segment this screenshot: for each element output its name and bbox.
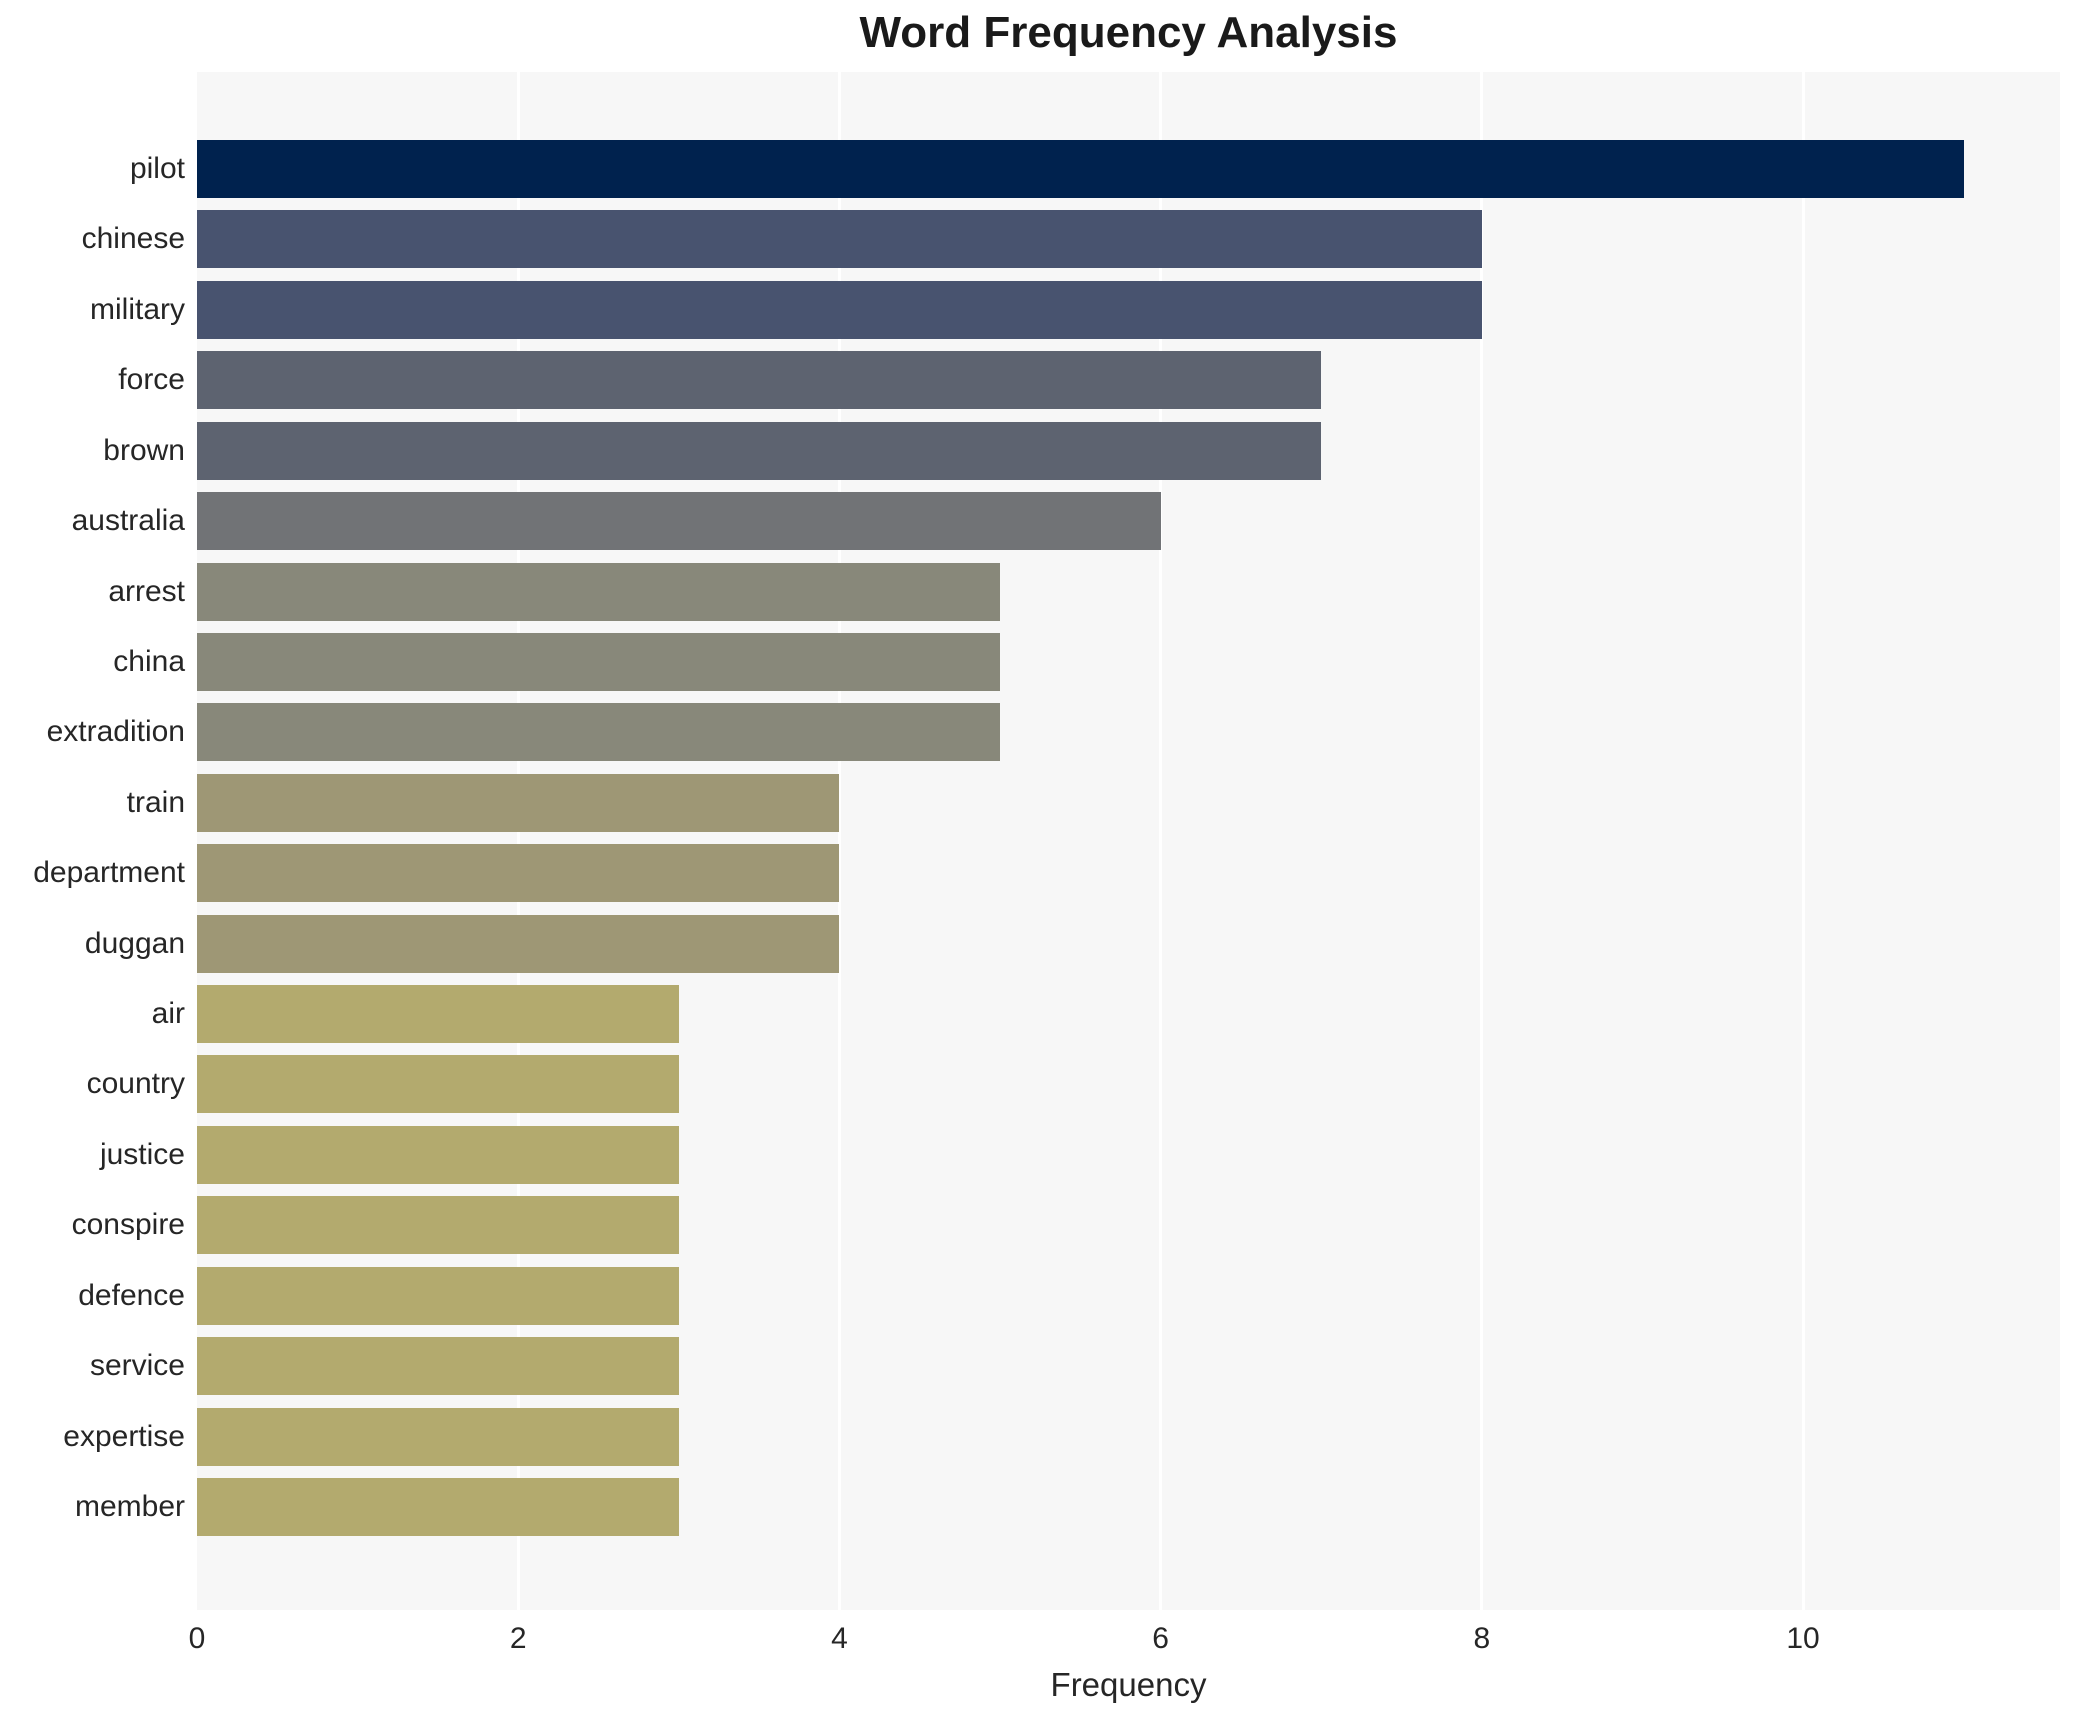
bar-brown bbox=[197, 421, 1322, 480]
category-label-conspire: conspire bbox=[71, 1208, 185, 1242]
category-label-train: train bbox=[126, 785, 185, 819]
category-label-chinese: chinese bbox=[81, 222, 185, 256]
bar-expertise bbox=[197, 1407, 679, 1466]
bar-justice bbox=[197, 1125, 679, 1184]
bar-extradition bbox=[197, 703, 1001, 762]
bar-force bbox=[197, 351, 1322, 410]
bar-conspire bbox=[197, 1196, 679, 1255]
category-label-pilot: pilot bbox=[129, 152, 185, 185]
gridline-x-2 bbox=[516, 72, 520, 1610]
bar-member bbox=[197, 1477, 679, 1536]
category-label-justice: justice bbox=[99, 1137, 185, 1171]
bar-chinese bbox=[197, 210, 1482, 269]
bar-defence bbox=[197, 1266, 679, 1325]
x-tick-label-4: 4 bbox=[831, 1622, 848, 1655]
bar-pilot bbox=[197, 140, 1964, 198]
category-label-duggan: duggan bbox=[84, 926, 185, 960]
x-tick-label-8: 8 bbox=[1473, 1622, 1491, 1655]
chart-title: Word Frequency Analysis bbox=[859, 8, 1398, 57]
x-tick-label-10: 10 bbox=[1786, 1622, 1820, 1655]
plot-area bbox=[197, 72, 2060, 1610]
category-label-country: country bbox=[86, 1067, 185, 1101]
bar-military bbox=[197, 280, 1482, 339]
category-label-force: force bbox=[118, 363, 185, 397]
category-label-military: military bbox=[90, 292, 185, 326]
bar-australia bbox=[197, 492, 1161, 551]
bar-service bbox=[197, 1337, 679, 1396]
x-tick-label-0: 0 bbox=[188, 1622, 206, 1655]
category-label-australia: australia bbox=[71, 504, 185, 538]
gridline-x-10 bbox=[1801, 72, 1805, 1610]
category-label-china: china bbox=[113, 644, 185, 678]
bar-china bbox=[197, 632, 1001, 691]
x-tick-label-6: 6 bbox=[1152, 1622, 1169, 1655]
category-label-expertise: expertise bbox=[63, 1419, 185, 1453]
bar-department bbox=[197, 844, 840, 903]
bar-air bbox=[197, 985, 679, 1044]
gridline-x-4 bbox=[837, 72, 841, 1610]
x-axis-title: Frequency bbox=[1050, 1666, 1207, 1703]
x-tick-label-2: 2 bbox=[509, 1622, 527, 1655]
category-label-arrest: arrest bbox=[108, 574, 185, 608]
bar-duggan bbox=[197, 914, 840, 973]
category-label-extradition: extradition bbox=[46, 715, 185, 749]
bar-country bbox=[197, 1055, 679, 1114]
category-label-brown: brown bbox=[103, 433, 185, 467]
gridline-x-6 bbox=[1159, 72, 1163, 1610]
bar-arrest bbox=[197, 562, 1001, 621]
category-label-department: department bbox=[33, 856, 185, 890]
category-label-air: air bbox=[151, 997, 185, 1031]
gridline-x-8 bbox=[1480, 72, 1484, 1610]
category-label-service: service bbox=[89, 1349, 185, 1383]
category-label-defence: defence bbox=[78, 1278, 185, 1312]
category-label-member: member bbox=[74, 1489, 185, 1523]
bar-train bbox=[197, 773, 840, 832]
